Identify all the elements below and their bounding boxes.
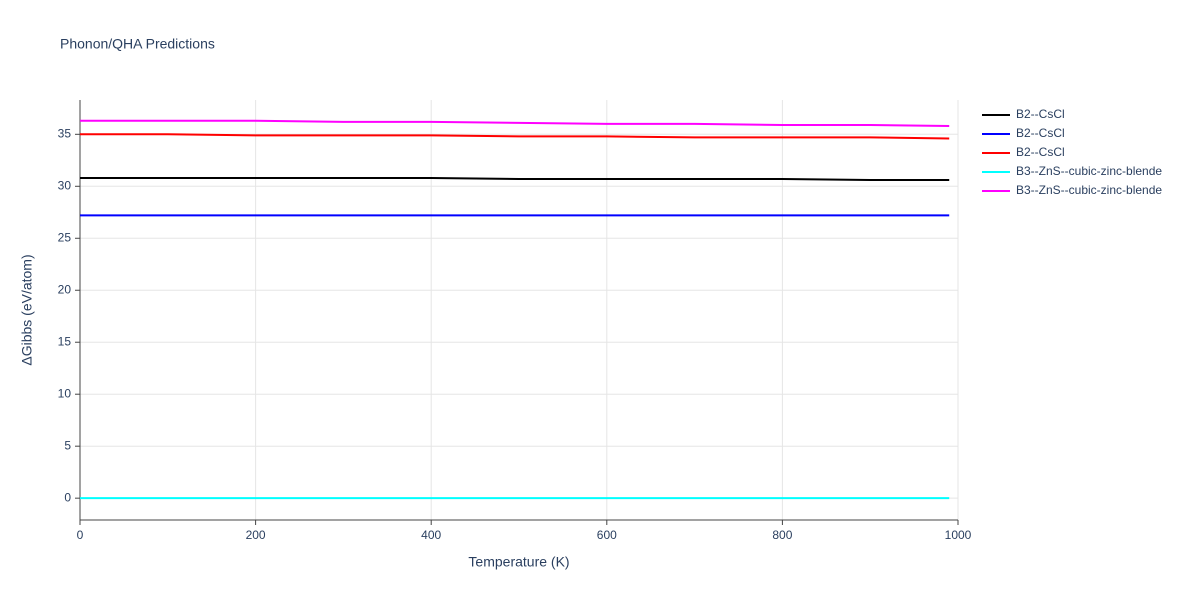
y-tick-label: 30: [58, 178, 72, 192]
x-tick-label: 0: [77, 528, 84, 542]
legend-label: B2--CsCl: [1016, 107, 1065, 121]
y-tick-label: 35: [58, 126, 72, 140]
x-tick-label: 600: [597, 528, 617, 542]
legend-label: B2--CsCl: [1016, 145, 1065, 159]
x-axis-title: Temperature (K): [468, 554, 569, 570]
x-tick-label: 800: [772, 528, 792, 542]
legend-label: B3--ZnS--cubic-zinc-blende: [1016, 164, 1162, 178]
y-tick-label: 5: [64, 438, 71, 452]
y-tick-label: 25: [58, 230, 72, 244]
series-line: [80, 176, 950, 182]
x-tick-label: 1000: [945, 528, 972, 542]
y-tick-label: 0: [64, 490, 71, 504]
legend-label: B3--ZnS--cubic-zinc-blende: [1016, 183, 1162, 197]
chart-title: Phonon/QHA Predictions: [60, 36, 215, 52]
y-tick-label: 10: [58, 386, 72, 400]
series-line: [80, 119, 950, 127]
x-tick-label: 400: [421, 528, 441, 542]
series-line: [80, 133, 950, 140]
legend-label: B2--CsCl: [1016, 126, 1065, 140]
y-tick-label: 20: [58, 282, 72, 296]
y-axis-title: ΔGibbs (eV/atom): [19, 254, 35, 365]
x-tick-label: 200: [246, 528, 266, 542]
y-tick-label: 15: [58, 334, 72, 348]
